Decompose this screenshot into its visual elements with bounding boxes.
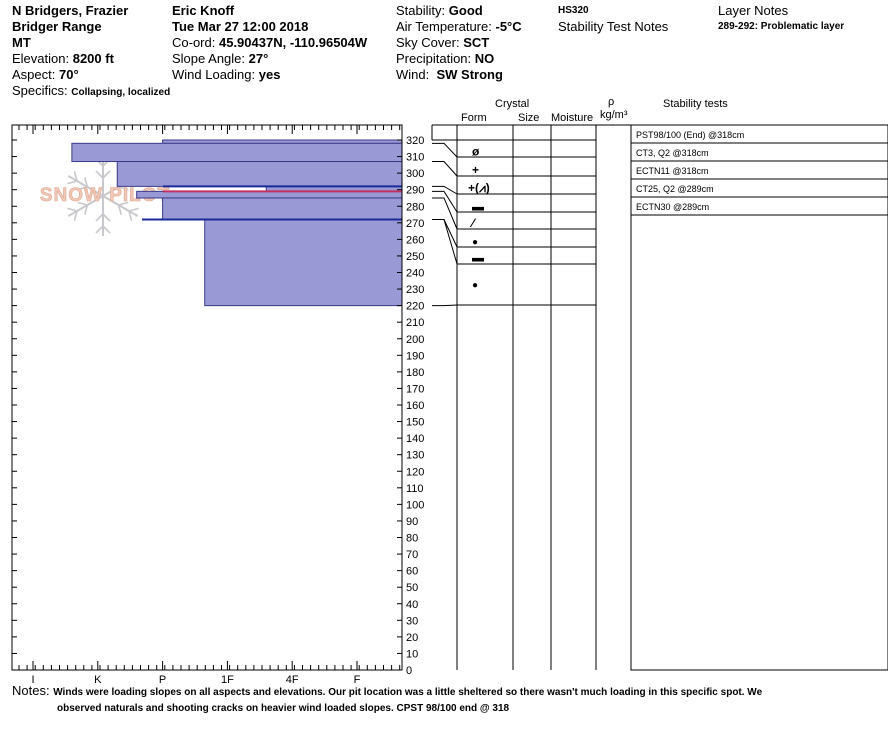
depth-label-130: 130 [406, 450, 424, 462]
depth-label-270: 270 [406, 218, 424, 230]
depth-label-70: 70 [406, 549, 418, 561]
stability: Stability: Good [396, 3, 483, 18]
slope-angle: Slope Angle: 27° [172, 51, 269, 66]
stability-test-1: PST98/100 (End) @318cm [636, 130, 744, 140]
depth-label-50: 50 [406, 582, 418, 594]
elevation: Elevation: 8200 ft [12, 51, 114, 66]
notes-line-2: observed naturals and shooting cracks on… [57, 703, 510, 714]
depth-label-100: 100 [406, 499, 424, 511]
depth-label-190: 190 [406, 350, 424, 362]
hardness-label-P: P [159, 674, 166, 686]
datetime: Tue Mar 27 12:00 2018 [172, 19, 309, 34]
crystal-form-symbol-4: ▬ [472, 199, 484, 213]
hardness-label-1F: 1F [221, 674, 234, 686]
depth-label-0: 0 [406, 665, 412, 677]
specifics: Specifics: Collapsing, localized [12, 83, 171, 98]
stability-test-notes-label: Stability Test Notes [558, 19, 669, 34]
stability-test-5: ECTN30 @289cm [636, 202, 709, 212]
stability-tests-header: Stability tests [663, 98, 728, 110]
snow-profile-chart: SNOW PILOT I K P 1F 4F F 0 10 20 30 40 50 60 70 80 90 1… [11, 124, 888, 686]
depth-label-90: 90 [406, 516, 418, 528]
crystal-form-symbol-1: ø [472, 145, 480, 159]
depth-label-260: 260 [406, 234, 424, 246]
layer-note: 289-292: Problematic layer [718, 21, 845, 32]
precipitation: Precipitation: NO [396, 51, 495, 66]
depth-label-60: 60 [406, 566, 418, 578]
wind-loading: Wind Loading: yes [172, 67, 281, 82]
depth-label-120: 120 [406, 466, 424, 478]
range: Bridger Range [12, 19, 102, 34]
depth-label-320: 320 [406, 135, 424, 147]
depth-label-220: 220 [406, 301, 424, 313]
depth-label-170: 170 [406, 383, 424, 395]
crystal-form-symbol-8: ● [472, 280, 478, 291]
hardness-bar-layer-7 [204, 219, 403, 307]
depth-label-40: 40 [406, 599, 418, 611]
depth-label-20: 20 [406, 632, 418, 644]
wind: Wind: SW Strong [396, 67, 503, 82]
state: MT [12, 35, 31, 50]
size-header: Size [518, 112, 540, 124]
depth-label-180: 180 [406, 367, 424, 379]
aspect: Aspect: 70° [12, 67, 79, 82]
coordinates: Co-ord: 45.90437N, -110.96504W [172, 35, 368, 50]
depth-label-200: 200 [406, 334, 424, 346]
hardness-bar-layer-6 [162, 197, 403, 220]
depth-label-290: 290 [406, 185, 424, 197]
density-unit: kg/m³ [600, 109, 628, 121]
depth-label-310: 310 [406, 152, 424, 164]
sky-cover: Sky Cover: SCT [396, 35, 490, 50]
depth-label-230: 230 [406, 284, 424, 296]
notes: Notes: Winds were loading slopes on all … [12, 683, 763, 698]
air-temperature: Air Temperature: -5°C [396, 19, 522, 34]
depth-label-10: 10 [406, 648, 418, 660]
depth-label-240: 240 [406, 268, 424, 280]
hardness-label-4F: 4F [286, 674, 299, 686]
depth-label-300: 300 [406, 168, 424, 180]
depth-label-160: 160 [406, 400, 424, 412]
hardness-bar-layer-3 [116, 161, 403, 187]
hardness-bar-layer-2 [71, 142, 403, 163]
form-header: Form [461, 112, 487, 124]
observer-name: Eric Knoff [172, 3, 235, 18]
crystal-form-symbol-5: ⁄ [469, 216, 477, 230]
crystal-form-symbol-2: + [472, 163, 479, 177]
crystal-form-symbol-6: ● [472, 237, 478, 248]
crystal-form-symbol-7: ▬ [472, 251, 484, 265]
location: N Bridgers, Frazier [12, 3, 129, 18]
density-symbol: ρ [608, 96, 615, 108]
crystal-form-symbol-3: +(⩘) [468, 181, 490, 195]
crystal-header: Crystal [495, 98, 530, 110]
hardness-label-F: F [354, 674, 361, 686]
stability-test-2: CT3, Q2 @318cm [636, 148, 709, 158]
depth-label-110: 110 [406, 483, 424, 495]
watermark-logo: SNOW PILOT [40, 185, 170, 206]
depth-label-250: 250 [406, 251, 424, 263]
hardness-label-K: K [94, 674, 102, 686]
stability-test-4: CT25, Q2 @289cm [636, 184, 714, 194]
layer-notes-label: Layer Notes [718, 3, 789, 18]
depth-label-150: 150 [406, 417, 424, 429]
moisture-header: Moisture [551, 112, 594, 124]
hardness-label-I: I [31, 674, 34, 686]
depth-label-140: 140 [406, 433, 424, 445]
snow-height: HS320 [558, 5, 589, 16]
depth-label-210: 210 [406, 317, 424, 329]
depth-label-30: 30 [406, 615, 418, 627]
depth-label-80: 80 [406, 533, 418, 545]
depth-label-280: 280 [406, 201, 424, 213]
stability-test-3: ECTN11 @318cm [636, 166, 709, 176]
